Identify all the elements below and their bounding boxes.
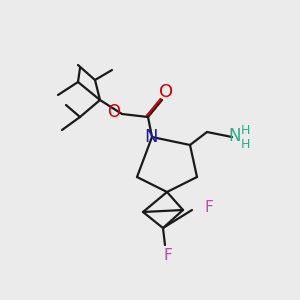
Text: H: H [240,124,250,136]
Text: H: H [240,137,250,151]
Text: F: F [205,200,213,214]
Text: O: O [159,83,173,101]
Text: N: N [229,127,241,145]
Text: N: N [144,128,158,146]
Text: O: O [107,103,121,121]
Text: F: F [164,248,172,262]
